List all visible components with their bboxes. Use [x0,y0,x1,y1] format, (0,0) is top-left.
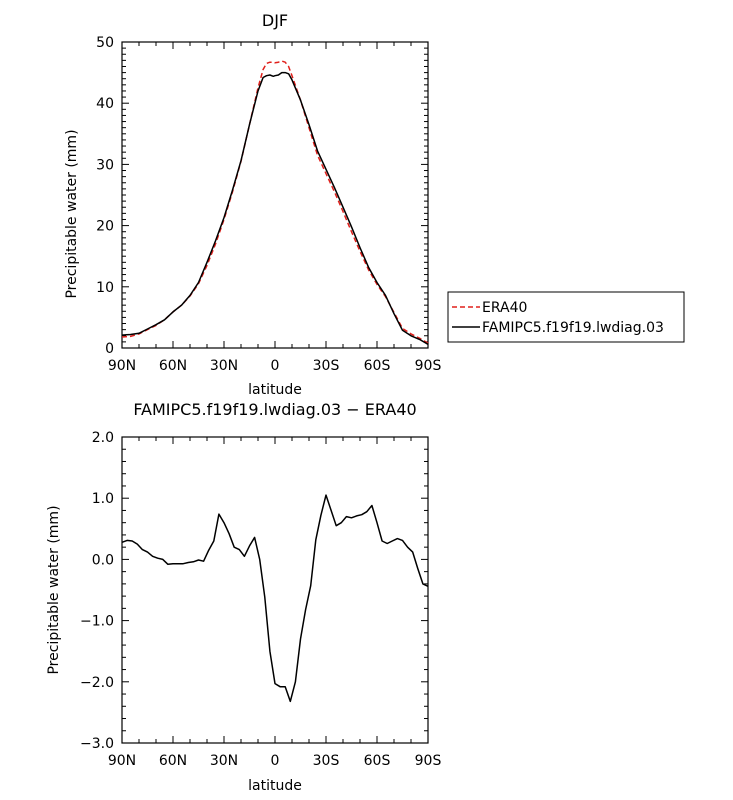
top-plot-area: 90N 60N 30N 0 30S 60S 90S 0 10 20 30 40 50 [96,35,441,374]
top-y-axis-label: Precipitable water (mm) [64,129,80,298]
top-y-tick-label: 10 [96,280,114,296]
bottom-x-tick-label: 60S [364,753,391,769]
bottom-panel-chart: FAMIPC5.f19f19.lwdiag.03 − ERA40 90N 60N 3… [46,400,441,794]
bottom-x-tick-label: 60N [159,753,187,769]
bottom-chart-title: FAMIPC5.f19f19.lwdiag.03 − ERA40 [133,400,416,419]
top-x-tick-label: 60N [159,358,187,374]
legend-era40-label: ERA40 [482,300,527,316]
top-chart-title: DJF [262,11,288,30]
top-series-line-0 [121,60,429,344]
bottom-series-line-0 [121,494,429,703]
bottom-x-tick-label: 0 [271,753,280,769]
top-series-line-1 [121,71,429,345]
bottom-x-tick-label: 90S [415,753,442,769]
bottom-plot-area: 90N 60N 30N 0 30S 60S 90S −3.0 −2.0 −1.0 0.0 1.0 2.0 [80,430,441,769]
top-x-tick-label: 90S [415,358,442,374]
top-y-tick-label: 50 [96,35,114,51]
top-y-tick-label: 40 [96,96,114,112]
bottom-x-axis-label: latitude [248,778,302,794]
top-y-tick-label: 30 [96,157,114,173]
top-x-tick-label: 30N [210,358,238,374]
bottom-y-tick-label: 1.0 [92,491,114,507]
top-y-tick-label: 20 [96,219,114,235]
top-x-tick-label: 0 [271,358,280,374]
legend: ERA40 FAMIPC5.f19f19.lwdiag.03 [447,291,685,343]
top-x-tick-label: 60S [364,358,391,374]
legend-famipc5-label: FAMIPC5.f19f19.lwdiag.03 [482,320,664,336]
bottom-x-tick-label: 30S [313,753,340,769]
top-panel-chart: DJF 90N 60N 30N 0 30S 60S 90S 0 10 20 30 40 50 latit… [64,11,441,398]
bottom-y-tick-label: 2.0 [92,430,114,446]
bottom-x-tick-label: 90N [108,753,136,769]
top-y-tick-label: 0 [105,341,114,357]
top-x-tick-label: 90N [108,358,136,374]
top-x-tick-label: 30S [313,358,340,374]
bottom-y-tick-label: −1.0 [80,614,114,630]
top-x-axis-label: latitude [248,382,302,398]
bottom-y-axis-label: Precipitable water (mm) [46,505,62,674]
top-plot-frame [121,41,429,349]
bottom-y-tick-label: −2.0 [80,675,114,691]
legend-box [447,291,685,343]
bottom-y-tick-label: −3.0 [80,736,114,752]
bottom-x-tick-label: 30N [210,753,238,769]
bottom-y-tick-label: 0.0 [92,552,114,568]
bottom-plot-frame [121,436,429,744]
